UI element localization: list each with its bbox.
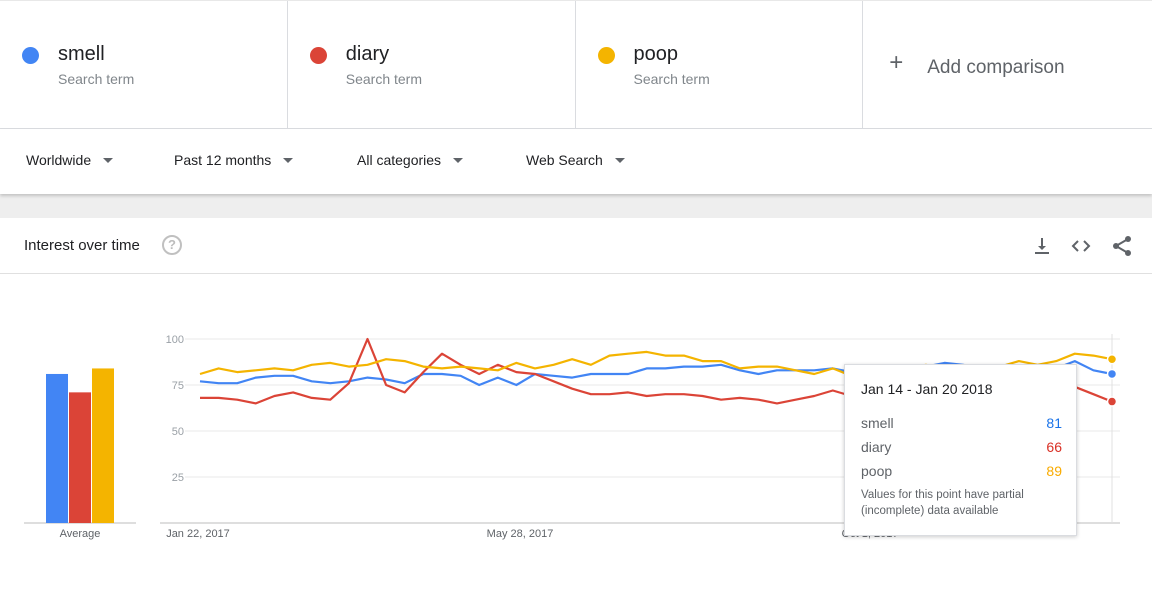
y-tick-label: 100 [166, 334, 184, 346]
tooltip-row-poop: poop 89 [861, 463, 1062, 479]
term-card-poop[interactable]: poop Search term [576, 1, 864, 129]
series-color-dot [597, 47, 615, 64]
add-comparison-label: Add comparison [927, 57, 1065, 78]
section-separator [0, 194, 1152, 218]
caret-down-icon [283, 157, 294, 163]
region-dropdown[interactable]: Worldwide [26, 152, 114, 168]
search-type-dropdown[interactable]: Web Search [526, 152, 625, 168]
card-header: Interest over time ? [0, 218, 1152, 274]
caret-down-icon [103, 157, 114, 163]
tooltip-term: diary [861, 439, 892, 455]
y-tick-label: 25 [172, 472, 184, 484]
chart-tooltip: Jan 14 - Jan 20 2018 smell 81 diary 66 p… [844, 364, 1077, 536]
embed-icon[interactable] [1069, 234, 1093, 258]
share-icon[interactable] [1110, 234, 1134, 258]
tooltip-term: poop [861, 463, 893, 479]
caret-down-icon [453, 157, 464, 163]
category-dropdown[interactable]: All categories [357, 152, 464, 168]
filter-bar: Worldwide Past 12 months All categories … [0, 129, 1152, 194]
average-label: Average [60, 528, 101, 540]
tooltip-note: Values for this point have partial (inco… [861, 489, 1024, 517]
card-title: Interest over time [24, 237, 140, 254]
term-card-diary[interactable]: diary Search term [288, 1, 576, 129]
term-card-smell[interactable]: smell Search term [0, 1, 288, 129]
average-bar-smell [46, 373, 68, 523]
series-color-dot [22, 47, 39, 64]
term-name[interactable]: smell [58, 43, 105, 65]
term-type: Search term [58, 71, 135, 87]
average-bar-poop [92, 368, 114, 523]
search-type-value: Web Search [526, 152, 603, 168]
series-point-poop[interactable] [1106, 353, 1118, 365]
average-bar-chart: Average [24, 368, 136, 540]
time-range-value: Past 12 months [174, 152, 272, 168]
series-point-smell[interactable] [1106, 368, 1118, 380]
x-tick-label: May 28, 2017 [487, 528, 554, 540]
average-bar-diary [69, 392, 91, 523]
x-tick-label: Jan 22, 2017 [166, 528, 230, 540]
y-tick-label: 75 [172, 380, 184, 392]
tooltip-value: 81 [1046, 415, 1062, 431]
add-comparison-button[interactable]: + Add comparison [863, 1, 1152, 129]
term-type: Search term [633, 71, 710, 87]
series-color-dot [309, 47, 327, 64]
term-type: Search term [345, 71, 422, 87]
category-value: All categories [357, 152, 442, 168]
series-point-diary[interactable] [1106, 396, 1118, 407]
tooltip-value: 66 [1046, 439, 1062, 455]
tooltip-date: Jan 14 - Jan 20 2018 [861, 381, 993, 397]
download-icon[interactable] [1030, 234, 1054, 258]
question-icon[interactable]: ? [162, 235, 182, 255]
tooltip-row-diary: diary 66 [861, 439, 1062, 455]
tooltip-row-smell: smell 81 [861, 415, 1062, 431]
term-name[interactable]: poop [633, 43, 679, 65]
y-tick-label: 50 [172, 426, 184, 438]
plus-icon: + [889, 49, 904, 76]
tooltip-term: smell [861, 415, 894, 431]
caret-down-icon [614, 157, 625, 163]
comparison-bar: smell Search term diary Search term poop… [0, 0, 1152, 129]
time-range-dropdown[interactable]: Past 12 months [174, 152, 294, 168]
region-value: Worldwide [26, 152, 92, 168]
term-name[interactable]: diary [345, 43, 390, 65]
tooltip-value: 89 [1046, 463, 1062, 479]
